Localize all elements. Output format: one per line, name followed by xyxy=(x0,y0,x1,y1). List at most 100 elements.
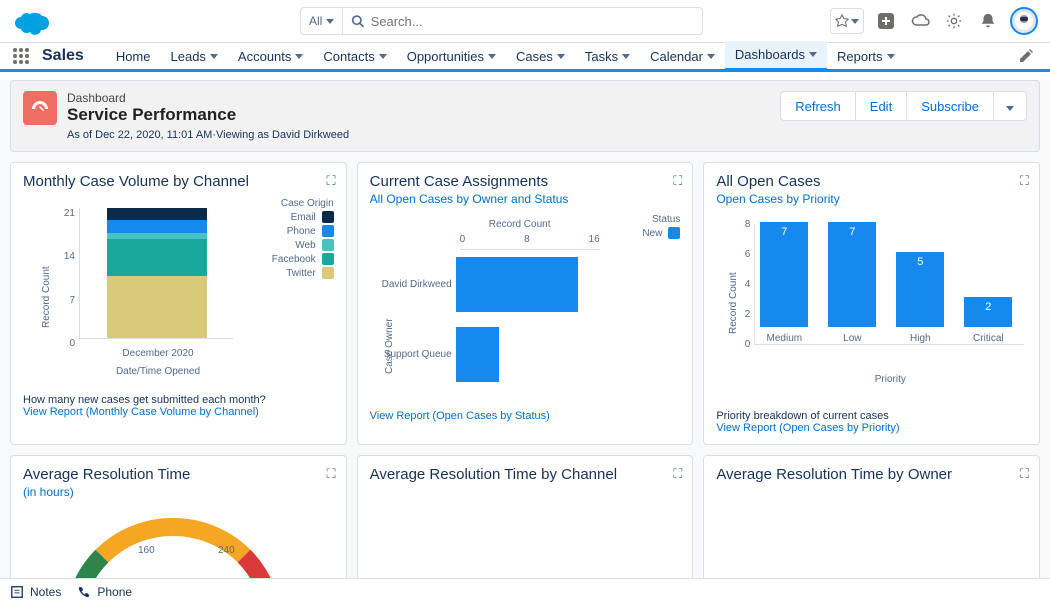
nav-label: Home xyxy=(116,49,151,64)
bar-label: Low xyxy=(828,333,876,344)
x-tick: 8 xyxy=(524,234,530,245)
global-header: All xyxy=(0,0,1050,42)
chevron-down-icon xyxy=(295,54,303,59)
search-scope-select[interactable]: All xyxy=(300,7,343,35)
y-tick: 7 xyxy=(69,295,75,306)
chart-bar: Record Count 86420 7Medium7Low5High2Crit… xyxy=(716,214,1027,404)
bar: 2 xyxy=(964,297,1012,327)
y-tick: 0 xyxy=(69,338,75,349)
pencil-icon xyxy=(1018,48,1034,64)
legend-title: Status xyxy=(642,214,680,225)
chevron-down-icon xyxy=(707,54,715,59)
card-footer: Priority breakdown of current cases xyxy=(716,410,1027,422)
y-tick: 8 xyxy=(745,219,751,230)
dashboard-subtitle: As of Dec 22, 2020, 11:01 AM·Viewing as … xyxy=(67,129,349,141)
expand-button[interactable]: ⛶ xyxy=(327,466,336,482)
expand-button[interactable]: ⛶ xyxy=(673,173,682,189)
swatch xyxy=(322,267,334,279)
salesforce-help-button[interactable] xyxy=(908,9,932,33)
y-tick: 14 xyxy=(64,251,75,262)
edit-button[interactable]: Edit xyxy=(855,91,907,121)
bar: 7 xyxy=(760,222,808,327)
global-add-button[interactable] xyxy=(874,9,898,33)
expand-button[interactable]: ⛶ xyxy=(673,466,682,482)
favorites-button[interactable] xyxy=(830,8,864,34)
more-actions-button[interactable] xyxy=(993,91,1027,121)
search-scope-label: All xyxy=(309,14,322,28)
setup-button[interactable] xyxy=(942,9,966,33)
x-category: December 2020 xyxy=(103,348,213,359)
x-tick: 16 xyxy=(589,234,600,245)
dashboard-eyebrow: Dashboard xyxy=(67,91,349,105)
nav-label: Opportunities xyxy=(407,49,484,64)
dashboard-title: Service Performance xyxy=(67,105,349,125)
legend-item: Email xyxy=(291,212,316,223)
nav-item-tasks[interactable]: Tasks xyxy=(575,41,640,71)
utility-phone[interactable]: Phone xyxy=(77,585,132,599)
view-report-link[interactable]: View Report (Open Cases by Status) xyxy=(370,410,681,422)
utility-bar: Notes Phone xyxy=(0,578,1050,604)
nav-label: Accounts xyxy=(238,49,291,64)
view-report-link[interactable]: View Report (Monthly Case Volume by Chan… xyxy=(23,406,334,418)
y-axis-label: Record Count xyxy=(41,266,52,328)
notes-icon xyxy=(10,585,24,599)
card-avg-res-channel: ⛶ Average Resolution Time by Channel xyxy=(357,455,694,585)
y-axis-label: Case Owner xyxy=(384,318,395,374)
y-tick: 4 xyxy=(745,279,751,290)
gear-icon xyxy=(945,12,963,30)
card-subtitle: (in hours) xyxy=(23,485,334,499)
card-avg-res-owner: ⛶ Average Resolution Time by Owner xyxy=(703,455,1040,585)
expand-button[interactable]: ⛶ xyxy=(1020,466,1029,482)
refresh-button[interactable]: Refresh xyxy=(780,91,856,121)
nav-item-accounts[interactable]: Accounts xyxy=(228,41,313,71)
search-input[interactable] xyxy=(371,14,695,29)
legend-item: New xyxy=(642,228,662,239)
expand-button[interactable]: ⛶ xyxy=(327,173,336,189)
bar: 7 xyxy=(828,222,876,327)
bar-segment xyxy=(107,239,207,276)
cloud-icon xyxy=(910,11,930,31)
app-nav: Sales Home Leads Accounts Contacts Opportuni… xyxy=(0,42,1050,72)
chevron-down-icon xyxy=(851,19,859,24)
chevron-down-icon xyxy=(622,54,630,59)
nav-item-cases[interactable]: Cases xyxy=(506,41,575,71)
nav-label: Calendar xyxy=(650,49,703,64)
subscribe-button[interactable]: Subscribe xyxy=(906,91,994,121)
nav-item-opportunities[interactable]: Opportunities xyxy=(397,41,506,71)
nav-item-home[interactable]: Home xyxy=(106,41,161,71)
view-report-link[interactable]: View Report (Open Cases by Priority) xyxy=(716,422,1027,434)
card-title: All Open Cases xyxy=(716,173,1027,190)
legend-item: Phone xyxy=(287,226,316,237)
utility-label: Phone xyxy=(97,585,132,599)
chevron-down-icon xyxy=(326,19,334,24)
global-search: All xyxy=(300,7,703,35)
notifications-button[interactable] xyxy=(976,9,1000,33)
bell-icon xyxy=(979,12,997,30)
edit-nav-button[interactable] xyxy=(1014,44,1038,68)
nav-item-leads[interactable]: Leads xyxy=(161,41,228,71)
nav-item-reports[interactable]: Reports xyxy=(827,41,905,71)
gauge-chart: 80160240320 xyxy=(23,507,334,585)
gauge-tick: 160 xyxy=(138,545,155,556)
nav-item-calendar[interactable]: Calendar xyxy=(640,41,725,71)
chart-stacked-bar: Case Origin EmailPhoneWebFacebookTwitter… xyxy=(23,198,334,388)
nav-label: Reports xyxy=(837,49,883,64)
app-name: Sales xyxy=(42,47,84,65)
utility-notes[interactable]: Notes xyxy=(10,585,61,599)
user-avatar[interactable] xyxy=(1010,7,1038,35)
nav-item-contacts[interactable]: Contacts xyxy=(313,41,396,71)
nav-item-dashboards[interactable]: Dashboards xyxy=(725,41,827,71)
chevron-down-icon xyxy=(887,54,895,59)
swatch xyxy=(322,211,334,223)
chevron-down-icon xyxy=(557,54,565,59)
card-assignments: ⛶ Current Case Assignments All Open Case… xyxy=(357,162,694,445)
bar xyxy=(456,257,579,312)
search-input-wrap xyxy=(343,7,703,35)
expand-button[interactable]: ⛶ xyxy=(1020,173,1029,189)
bar-value: 7 xyxy=(828,226,876,238)
chart-hbar: Status New Record Count 0816 David Dirkw… xyxy=(370,214,681,404)
app-launcher-icon[interactable] xyxy=(12,47,30,65)
legend-item: Facebook xyxy=(272,254,316,265)
card-title: Average Resolution Time xyxy=(23,466,334,483)
card-subtitle: Open Cases by Priority xyxy=(716,192,1027,206)
